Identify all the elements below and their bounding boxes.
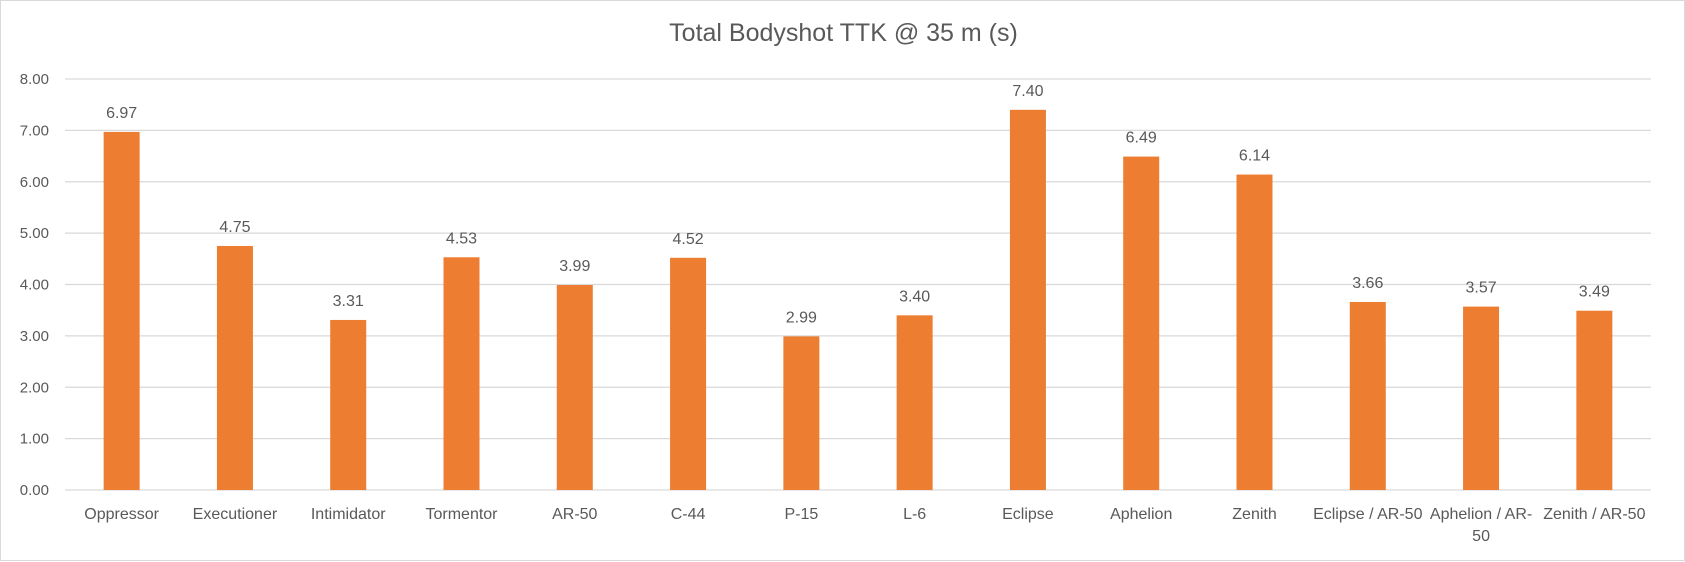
data-label: 6.97 [106, 105, 137, 122]
bar [670, 257, 707, 490]
data-label: 3.57 [1466, 280, 1497, 297]
x-tick-label: Executioner [193, 506, 278, 523]
chart-title: Total Bodyshot TTK @ 35 m (s) [669, 19, 1018, 47]
bar [1349, 301, 1386, 490]
x-tick-label: Tormentor [425, 506, 498, 523]
data-label: 3.99 [559, 258, 590, 275]
x-tick-label: P-15 [784, 506, 818, 523]
bar [216, 245, 253, 490]
x-tick-label: L-6 [903, 506, 926, 523]
data-label: 7.40 [1012, 83, 1043, 100]
y-tick-label: 7.00 [20, 122, 49, 139]
x-tick-label: Eclipse [1002, 506, 1054, 523]
data-label: 3.66 [1352, 275, 1383, 292]
bar [896, 315, 933, 490]
bar [103, 131, 140, 490]
y-tick-label: 2.00 [20, 379, 49, 396]
data-label: 4.53 [446, 230, 477, 247]
x-tick-label: AR-50 [552, 506, 597, 523]
data-label: 4.52 [673, 231, 704, 248]
data-label: 2.99 [786, 309, 817, 326]
bar [330, 319, 367, 490]
bar [556, 285, 593, 490]
y-tick-label: 3.00 [20, 328, 49, 345]
y-tick-label: 1.00 [20, 431, 49, 448]
bar [1576, 310, 1613, 490]
x-tick-label: Aphelion [1110, 506, 1172, 523]
data-label: 3.40 [899, 288, 930, 305]
bar [1236, 174, 1273, 490]
data-label: 6.14 [1239, 148, 1270, 165]
data-label: 3.31 [333, 293, 364, 310]
data-label: 3.49 [1579, 284, 1610, 301]
y-tick-label: 5.00 [20, 225, 49, 242]
x-tick-label: Oppressor [84, 506, 159, 523]
bar [1009, 109, 1046, 490]
y-tick-label: 8.00 [20, 71, 49, 88]
y-tick-label: 0.00 [20, 482, 49, 499]
data-label: 6.49 [1126, 130, 1157, 147]
bar [1123, 156, 1160, 491]
y-tick-label: 6.00 [20, 174, 49, 191]
x-tick-label: Zenith [1232, 506, 1276, 523]
data-label: 4.75 [219, 219, 250, 236]
bar [783, 336, 820, 490]
x-tick-label: C-44 [671, 506, 706, 523]
x-tick-label: Aphelion / AR-50 [1430, 506, 1532, 545]
x-tick-label: Zenith / AR-50 [1543, 506, 1645, 523]
y-tick-label: 4.00 [20, 277, 49, 294]
x-tick-label: Eclipse / AR-50 [1313, 506, 1422, 523]
x-tick-label: Intimidator [311, 506, 386, 523]
bar [1463, 306, 1500, 490]
bar [443, 257, 480, 490]
